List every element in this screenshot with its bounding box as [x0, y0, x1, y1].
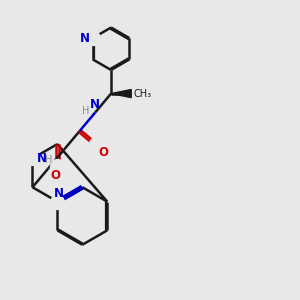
Text: H: H [45, 155, 53, 165]
Text: N: N [54, 187, 64, 200]
Text: H: H [82, 106, 89, 116]
Text: O: O [51, 169, 61, 182]
Text: N: N [90, 98, 100, 111]
Text: O: O [98, 146, 108, 159]
Text: N: N [37, 152, 46, 165]
Text: N: N [80, 32, 90, 45]
Polygon shape [111, 89, 131, 98]
Text: CH₃: CH₃ [134, 88, 152, 99]
